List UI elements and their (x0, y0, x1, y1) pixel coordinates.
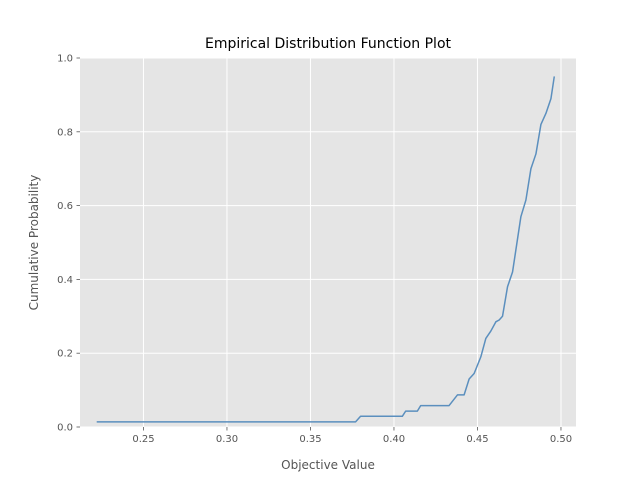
y-tick-label: 0.2 (57, 349, 73, 360)
x-tick-label: 0.50 (550, 434, 572, 445)
y-tick-label: 1.0 (57, 54, 73, 65)
grid-lines (80, 57, 576, 428)
x-tick-label: 0.25 (132, 434, 154, 445)
y-axis-label: Cumulative Probability (27, 175, 41, 311)
y-tick-label: 0.6 (57, 201, 73, 212)
y-tick-label: 0.0 (57, 423, 73, 434)
chart-title: Empirical Distribution Function Plot (205, 36, 452, 52)
series-layer (96, 76, 556, 423)
plot-area (80, 58, 576, 427)
y-tick-label: 0.4 (57, 275, 73, 286)
edf-line-series-0 (96, 76, 556, 423)
x-tick-label: 0.30 (216, 434, 238, 445)
y-axis-ticks: 0.0 0.2 0.4 0.6 0.8 1.0 (57, 54, 80, 434)
x-tick-label: 0.40 (383, 434, 405, 445)
x-axis-label: Objective Value (281, 458, 375, 472)
y-tick-label: 0.8 (57, 127, 73, 138)
x-tick-label: 0.45 (466, 434, 488, 445)
x-axis-ticks: 0.25 0.30 0.35 0.40 0.45 0.50 (132, 427, 572, 445)
x-tick-label: 0.35 (299, 434, 321, 445)
